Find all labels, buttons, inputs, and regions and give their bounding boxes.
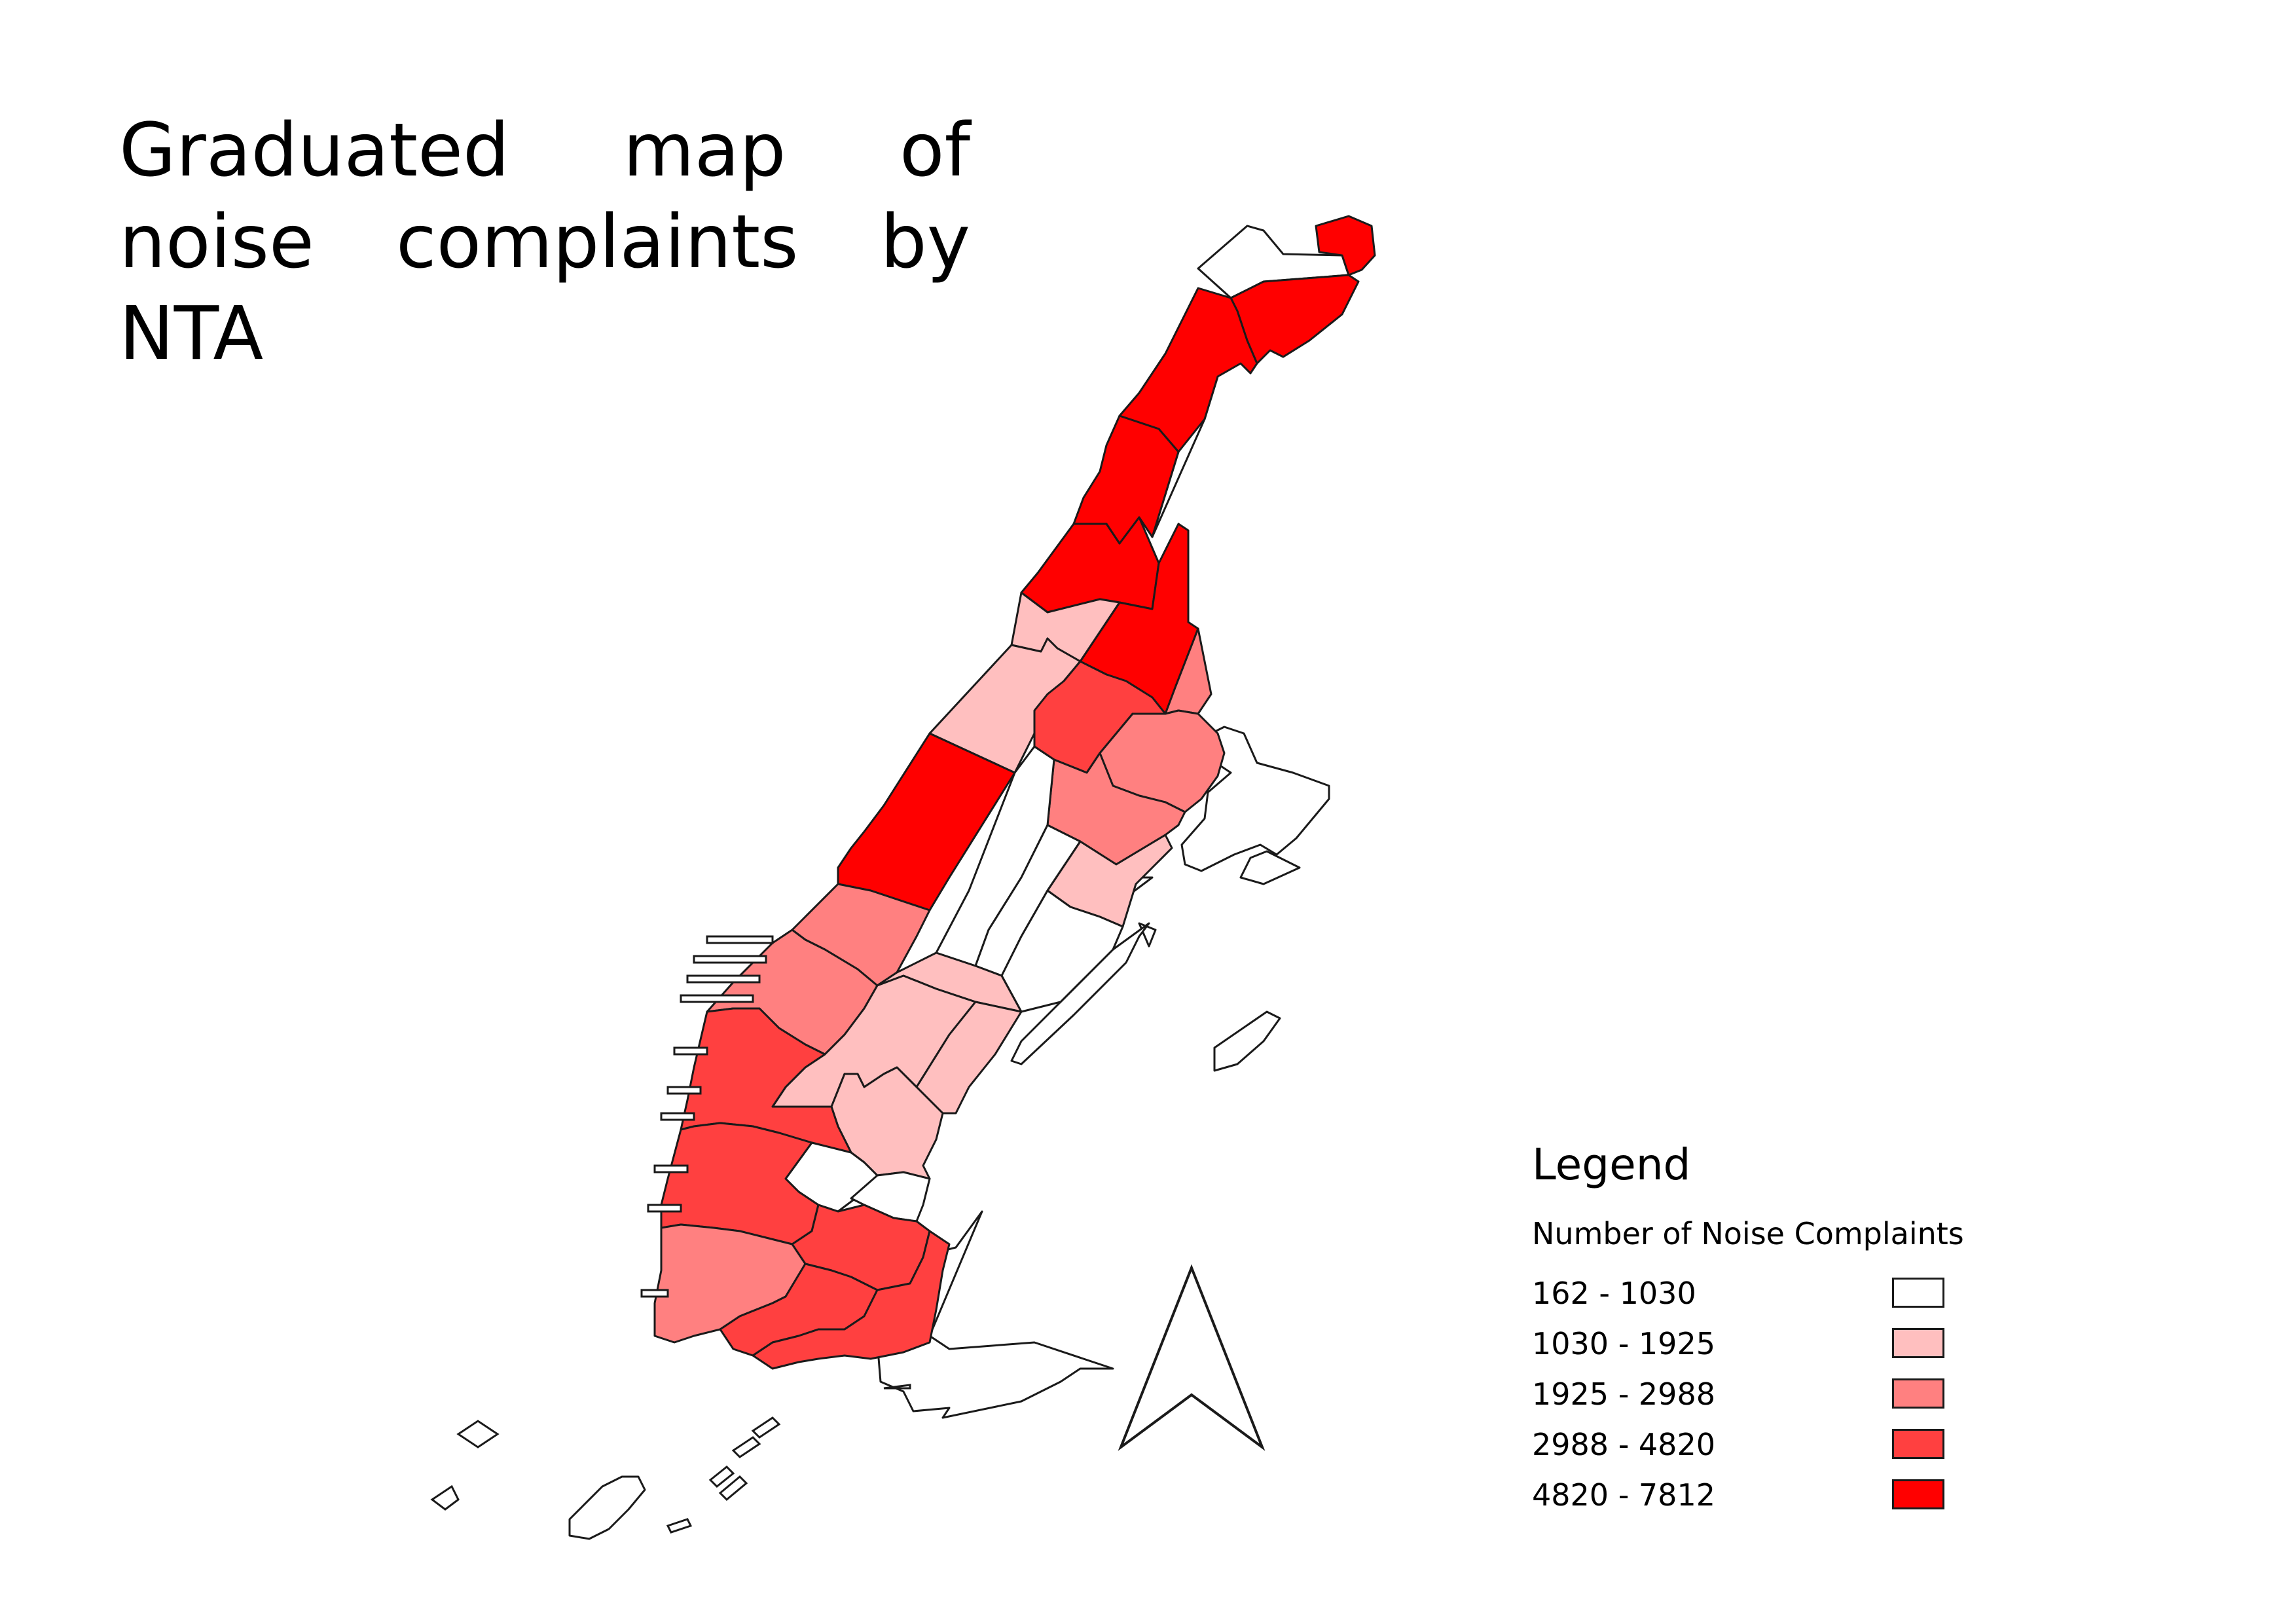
legend-item-label: 4820 - 7812 <box>1532 1477 1715 1513</box>
map-title: Graduated map of noise complaints by NTA <box>119 108 970 377</box>
legend-title: Legend <box>1532 1139 1691 1190</box>
legend: Legend Number of Noise Complaints 162 - … <box>1532 1139 1977 1521</box>
legend-item: 1925 - 2988 <box>1532 1369 1977 1420</box>
legend-swatch <box>1892 1278 1944 1308</box>
legend-item: 1030 - 1925 <box>1532 1319 1977 1369</box>
legend-item-label: 1030 - 1925 <box>1532 1326 1715 1361</box>
legend-item-label: 1925 - 2988 <box>1532 1376 1715 1412</box>
nta-polygons <box>653 215 1376 1370</box>
legend-item: 162 - 1030 <box>1532 1268 1977 1319</box>
legend-swatch <box>1892 1479 1944 1509</box>
legend-item: 4820 - 7812 <box>1532 1470 1977 1521</box>
legend-swatch <box>1892 1328 1944 1358</box>
piers <box>430 935 911 1534</box>
legend-item: 2988 - 4820 <box>1532 1420 1977 1470</box>
legend-swatch <box>1892 1378 1944 1409</box>
north-arrow-icon <box>1118 1264 1266 1451</box>
legend-item-label: 2988 - 4820 <box>1532 1427 1715 1462</box>
legend-swatch <box>1892 1429 1944 1459</box>
legend-subtitle: Number of Noise Complaints <box>1532 1216 1964 1251</box>
legend-item-label: 162 - 1030 <box>1532 1276 1696 1311</box>
